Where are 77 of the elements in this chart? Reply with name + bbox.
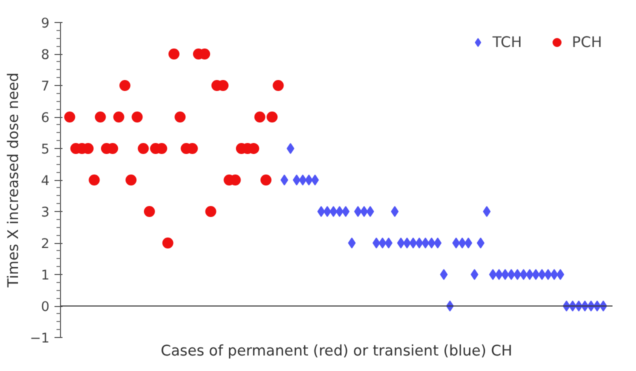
- point: [550, 269, 558, 280]
- point: [144, 206, 155, 217]
- point: [520, 269, 528, 280]
- y-tick-label: 8: [41, 48, 50, 63]
- point: [532, 269, 540, 280]
- y-tick-label: 9: [41, 16, 50, 32]
- y-tick-label: 5: [41, 142, 50, 158]
- point: [260, 174, 272, 186]
- y-tick-label: 2: [41, 237, 50, 252]
- y-tick-label: −1: [30, 332, 50, 346]
- point: [538, 269, 546, 280]
- point: [113, 112, 124, 122]
- point: [372, 238, 380, 248]
- point: [272, 80, 284, 91]
- legend-label: TCH: [492, 34, 522, 50]
- point: [403, 238, 411, 248]
- y-tick-label: 4: [41, 174, 50, 189]
- y-tick-label: 0: [41, 300, 50, 315]
- point: [342, 206, 350, 217]
- point: [88, 174, 100, 186]
- point: [162, 238, 174, 248]
- point: [482, 206, 491, 217]
- point: [174, 112, 186, 122]
- x-axis-title: Cases of permanent (red) or transient (blue) CH: [160, 342, 512, 360]
- point: [415, 238, 424, 248]
- point: [464, 238, 472, 248]
- point: [311, 174, 319, 186]
- point: [348, 238, 356, 248]
- point: [458, 238, 466, 248]
- point: [126, 174, 137, 186]
- point: [384, 238, 392, 248]
- point: [305, 174, 313, 186]
- point: [440, 269, 448, 280]
- point: [254, 112, 266, 122]
- point: [544, 269, 552, 280]
- point: [514, 269, 522, 280]
- point: [526, 269, 534, 280]
- point: [489, 269, 497, 280]
- point: [330, 206, 338, 217]
- point: [292, 174, 300, 186]
- point: [470, 269, 478, 280]
- point: [434, 238, 442, 248]
- point: [119, 80, 130, 91]
- point: [556, 269, 564, 280]
- point: [360, 206, 368, 217]
- point: [354, 206, 362, 217]
- y-tick-label: 7: [41, 80, 50, 94]
- point: [317, 206, 325, 217]
- legend-label: PCH: [572, 34, 602, 50]
- point: [409, 238, 417, 248]
- point: [336, 206, 344, 217]
- point: [323, 206, 332, 217]
- point: [205, 206, 216, 217]
- point: [94, 112, 106, 122]
- point: [422, 238, 430, 248]
- point: [507, 269, 516, 280]
- point: [366, 206, 374, 217]
- point: [501, 269, 509, 280]
- point: [138, 143, 149, 154]
- point: [298, 174, 307, 186]
- point: [476, 238, 484, 248]
- point: [378, 238, 386, 248]
- y-axis-title: Times X increased dose need: [4, 72, 22, 288]
- point: [64, 112, 76, 122]
- point: [397, 238, 405, 248]
- point: [390, 206, 399, 217]
- y-tick-label: 6: [41, 111, 50, 126]
- point: [428, 238, 436, 248]
- point: [286, 143, 294, 154]
- y-tick-label: 1: [41, 268, 50, 284]
- point: [495, 269, 503, 280]
- y-tick-label: 3: [41, 206, 50, 220]
- point: [168, 48, 180, 60]
- point: [280, 174, 288, 186]
- point: [452, 238, 460, 248]
- point: [266, 112, 278, 122]
- point: [132, 112, 143, 122]
